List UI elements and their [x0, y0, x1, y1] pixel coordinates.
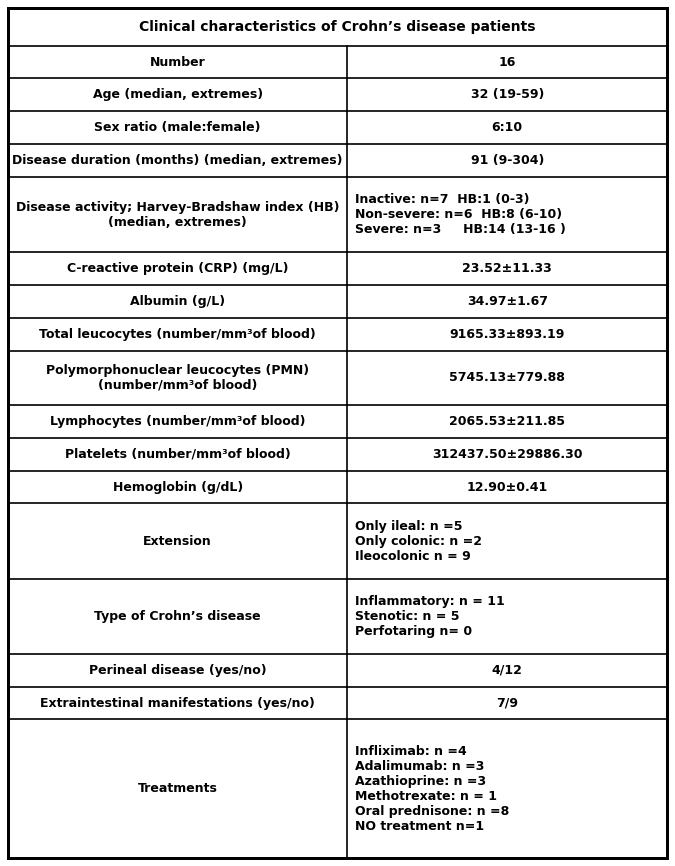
Text: 91 (9-304): 91 (9-304): [470, 154, 544, 167]
Text: Extraintestinal manifestations (yes/no): Extraintestinal manifestations (yes/no): [40, 696, 315, 709]
Text: C-reactive protein (CRP) (mg/L): C-reactive protein (CRP) (mg/L): [67, 262, 288, 275]
Text: Number: Number: [150, 55, 206, 68]
Text: Inactive: n=7  HB:1 (0-3)
Non-severe: n=6  HB:8 (6-10)
Severe: n=3     HB:14 (13: Inactive: n=7 HB:1 (0-3) Non-severe: n=6…: [355, 193, 566, 236]
Text: Clinical characteristics of Crohn’s disease patients: Clinical characteristics of Crohn’s dise…: [139, 20, 536, 34]
Text: Perineal disease (yes/no): Perineal disease (yes/no): [89, 663, 267, 676]
Text: 16: 16: [499, 55, 516, 68]
Text: 34.97±1.67: 34.97±1.67: [466, 295, 547, 308]
Text: Albumin (g/L): Albumin (g/L): [130, 295, 225, 308]
Text: Sex ratio (male:female): Sex ratio (male:female): [95, 121, 261, 134]
Text: Lymphocytes (number/mm³of blood): Lymphocytes (number/mm³of blood): [50, 415, 306, 428]
Text: Total leucocytes (number/mm³of blood): Total leucocytes (number/mm³of blood): [39, 328, 316, 341]
Text: 7/9: 7/9: [496, 696, 518, 709]
Text: 12.90±0.41: 12.90±0.41: [466, 481, 548, 494]
Text: Inflammatory: n = 11
Stenotic: n = 5
Perfotaring n= 0: Inflammatory: n = 11 Stenotic: n = 5 Per…: [355, 595, 505, 637]
Text: Only ileal: n =5
Only colonic: n =2
Ileocolonic n = 9: Only ileal: n =5 Only colonic: n =2 Ileo…: [355, 520, 483, 563]
Text: 312437.50±29886.30: 312437.50±29886.30: [432, 448, 583, 461]
Text: 9165.33±893.19: 9165.33±893.19: [450, 328, 565, 341]
Text: Disease activity; Harvey-Bradshaw index (HB)
(median, extremes): Disease activity; Harvey-Bradshaw index …: [16, 201, 340, 229]
Text: 6:10: 6:10: [491, 121, 522, 134]
Text: Type of Crohn’s disease: Type of Crohn’s disease: [95, 610, 261, 623]
Text: 23.52±11.33: 23.52±11.33: [462, 262, 552, 275]
Text: 32 (19-59): 32 (19-59): [470, 88, 544, 101]
Text: 2065.53±211.85: 2065.53±211.85: [449, 415, 565, 428]
Text: Age (median, extremes): Age (median, extremes): [92, 88, 263, 101]
Text: Hemoglobin (g/dL): Hemoglobin (g/dL): [113, 481, 243, 494]
Text: Infliximab: n =4
Adalimumab: n =3
Azathioprine: n =3
Methotrexate: n = 1
Oral pr: Infliximab: n =4 Adalimumab: n =3 Azathi…: [355, 745, 510, 833]
Text: Treatments: Treatments: [138, 782, 217, 795]
Text: 4/12: 4/12: [492, 663, 522, 676]
Text: Extension: Extension: [143, 534, 212, 547]
Text: Disease duration (months) (median, extremes): Disease duration (months) (median, extre…: [12, 154, 343, 167]
Text: Platelets (number/mm³of blood): Platelets (number/mm³of blood): [65, 448, 290, 461]
Text: Polymorphonuclear leucocytes (PMN)
(number/mm³of blood): Polymorphonuclear leucocytes (PMN) (numb…: [46, 364, 309, 391]
Text: 5745.13±779.88: 5745.13±779.88: [450, 372, 565, 385]
